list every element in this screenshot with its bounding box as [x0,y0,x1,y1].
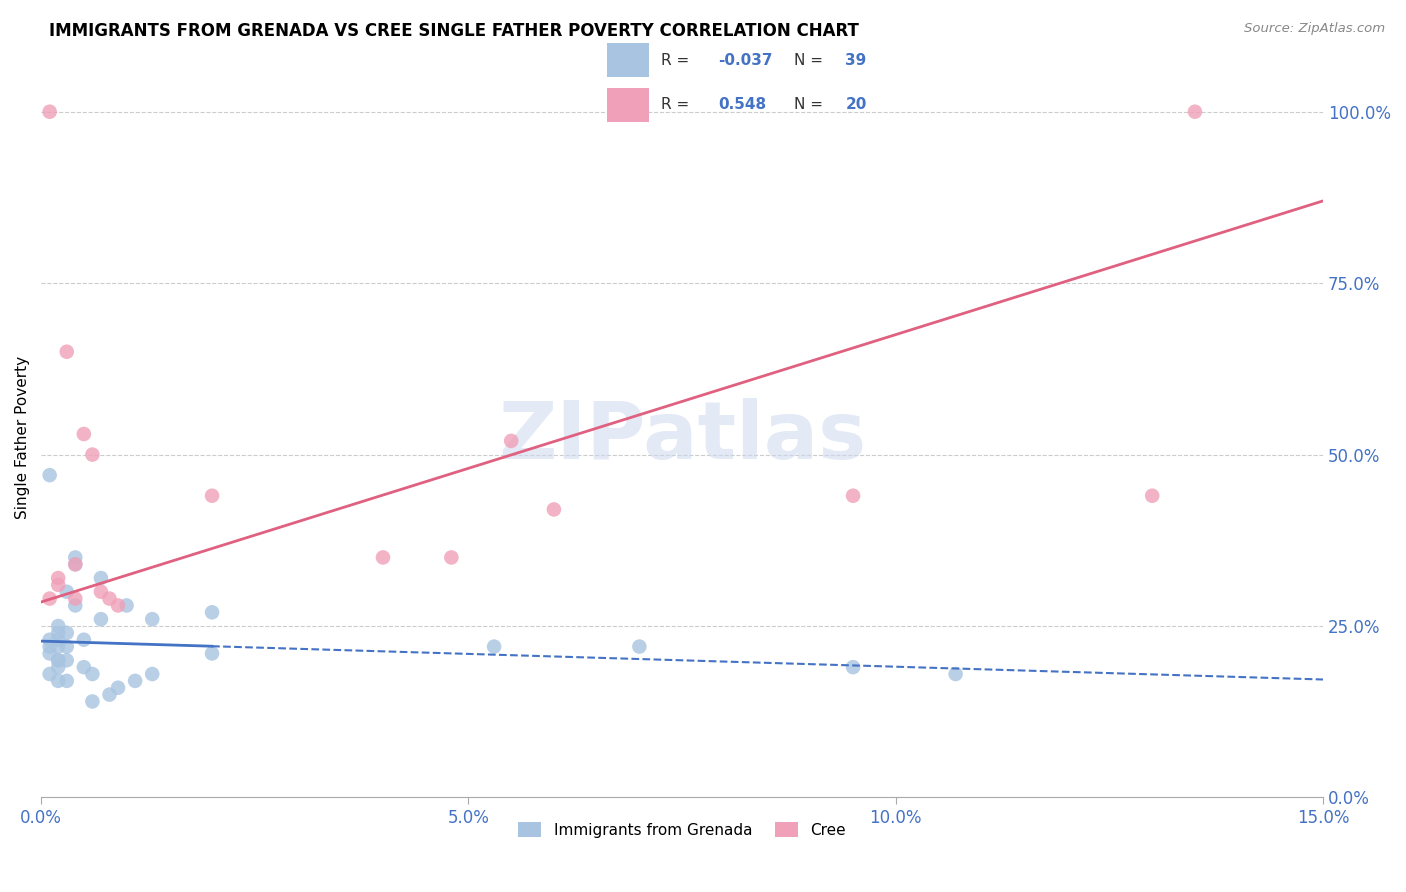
Point [38,647,60,661]
Point [55,640,77,654]
Point [90,584,112,599]
Point [46,660,69,674]
Point [90,612,112,626]
Point [201,647,224,661]
Point [945,667,967,681]
Point [124,673,146,688]
Point [141,667,163,681]
Text: N =: N = [794,53,823,68]
Point [73,632,96,647]
Text: 0.548: 0.548 [718,97,766,112]
Point [46,619,69,633]
Text: N =: N = [794,97,823,112]
Point [65,599,87,613]
Point [65,591,87,606]
Point [842,660,865,674]
Point [482,640,505,654]
Point [46,578,69,592]
Point [1140,489,1163,503]
Point [38,640,60,654]
Text: Source: ZipAtlas.com: Source: ZipAtlas.com [1244,22,1385,36]
Point [82,694,104,708]
Text: 39: 39 [845,53,866,68]
Point [55,673,77,688]
Point [38,104,60,119]
Text: ZIPatlas: ZIPatlas [498,399,866,476]
Point [46,632,69,647]
Point [1184,104,1206,119]
Point [73,427,96,442]
Point [842,489,865,503]
FancyBboxPatch shape [606,43,650,77]
Point [38,667,60,681]
Point [98,591,121,606]
Point [55,653,77,667]
Point [65,558,87,572]
Point [65,550,87,565]
Point [82,667,104,681]
Point [98,688,121,702]
Point [201,605,224,619]
Point [73,660,96,674]
Point [82,448,104,462]
Point [46,653,69,667]
Point [107,681,129,695]
Point [440,550,463,565]
FancyBboxPatch shape [606,88,650,122]
Point [141,612,163,626]
Point [55,584,77,599]
Point [46,640,69,654]
Text: R =: R = [661,97,689,112]
Point [115,599,138,613]
Text: 20: 20 [845,97,868,112]
Point [46,571,69,585]
Text: IMMIGRANTS FROM GRENADA VS CREE SINGLE FATHER POVERTY CORRELATION CHART: IMMIGRANTS FROM GRENADA VS CREE SINGLE F… [49,22,859,40]
Point [543,502,565,516]
Point [46,653,69,667]
Point [107,599,129,613]
Text: R =: R = [661,53,689,68]
Point [55,344,77,359]
Point [628,640,651,654]
Point [90,571,112,585]
Point [371,550,394,565]
Y-axis label: Single Father Poverty: Single Father Poverty [15,356,30,519]
Point [201,489,224,503]
Point [65,558,87,572]
Point [38,632,60,647]
Point [38,468,60,483]
Legend: Immigrants from Grenada, Cree: Immigrants from Grenada, Cree [512,815,852,844]
Point [501,434,523,448]
Point [55,625,77,640]
Point [38,591,60,606]
Text: -0.037: -0.037 [718,53,773,68]
Point [46,625,69,640]
Point [46,673,69,688]
